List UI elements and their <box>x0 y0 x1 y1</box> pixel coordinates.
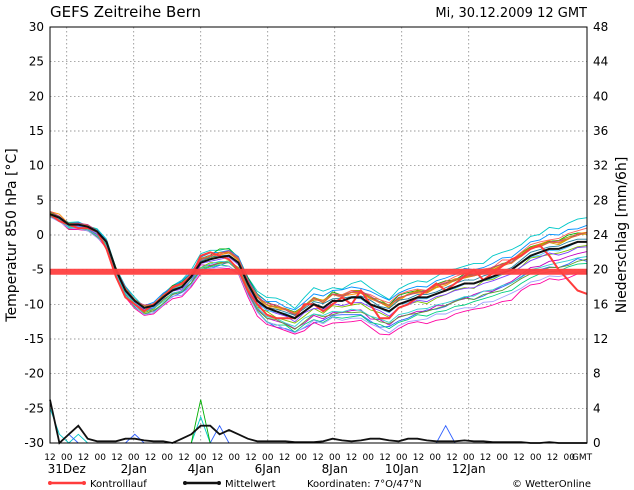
precipitation-tick-label: 28 <box>593 193 608 207</box>
precipitation-tick-label: 16 <box>593 297 608 311</box>
precipitation-tick-label: 4 <box>593 401 601 415</box>
time-tick-label: 00 <box>463 453 475 463</box>
time-tick-label: 12 <box>312 453 323 463</box>
time-tick-label: 00 <box>195 453 207 463</box>
time-tick-label: 12 <box>446 453 457 463</box>
time-tick-label: 00 <box>363 453 375 463</box>
time-tick-label: 12 <box>346 453 357 463</box>
precipitation-axis-title: Niederschlag [mm/6h] <box>614 157 630 314</box>
time-tick-label: 00 <box>497 453 509 463</box>
time-tick-label: 12 <box>413 453 424 463</box>
time-tick-label: 00 <box>229 453 241 463</box>
date-label: 6Jan <box>255 462 281 476</box>
precipitation-tick-label: 36 <box>593 124 608 138</box>
time-tick-label: 12 <box>111 453 122 463</box>
time-tick-label: 00 <box>95 453 107 463</box>
precipitation-tick-label: 0 <box>593 436 601 450</box>
mean-temperature-line <box>49 213 587 320</box>
member-temperature-line <box>49 216 587 336</box>
temperature-tick-label: 25 <box>29 55 44 69</box>
mean-lines <box>49 213 588 445</box>
time-tick-label: 12 <box>44 453 55 463</box>
temperature-tick-label: -15 <box>24 332 44 346</box>
time-tick-label: 00 <box>128 453 140 463</box>
temperature-tick-label: -30 <box>24 436 44 450</box>
time-tick-label: 00 <box>262 453 274 463</box>
time-tick-label: 12 <box>78 453 89 463</box>
time-tick-label: 00 <box>564 453 576 463</box>
temperature-tick-label: 30 <box>29 20 44 34</box>
temperature-tick-label: 0 <box>36 228 44 242</box>
legend-control-marker-right <box>82 481 86 485</box>
member-precipitation-lines <box>49 399 587 444</box>
temperature-tick-label: 15 <box>29 124 44 138</box>
time-tick-label: 00 <box>329 453 341 463</box>
time-tick-label: 12 <box>513 453 524 463</box>
legend-mean-marker-left <box>183 481 187 485</box>
coordinates-label: Koordinaten: 7°O/47°N <box>307 479 422 490</box>
precipitation-tick-label: 32 <box>593 159 608 173</box>
chart-title: GEFS Zeitreihe Bern <box>50 3 201 21</box>
member-precipitation-line <box>50 399 587 444</box>
date-label: 4Jan <box>188 462 214 476</box>
time-tick-label: 00 <box>296 453 308 463</box>
time-tick-label: 00 <box>396 453 408 463</box>
precipitation-tick-label: 20 <box>593 263 608 277</box>
member-temperature-line <box>49 215 588 330</box>
time-tick-label: 12 <box>379 453 390 463</box>
legend-mean-label: Mittelwert <box>225 479 276 490</box>
temperature-tick-label: 5 <box>36 193 44 207</box>
temperature-tick-label: 10 <box>29 159 44 173</box>
copyright-label: © WetterOnline <box>512 479 591 490</box>
date-label: 10Jan <box>385 462 419 476</box>
time-tick-label: 12 <box>212 453 223 463</box>
time-tick-label: 12 <box>178 453 189 463</box>
mean-precipitation-line <box>49 399 587 445</box>
grid <box>50 27 587 443</box>
precipitation-tick-label: 44 <box>593 55 608 69</box>
precipitation-tick-label: 12 <box>593 332 608 346</box>
time-axis-labels: 12 00 12 00 12 00 12 00 12 00 12 00 12 00 12 00 12 00 12 00… <box>44 453 592 463</box>
date-labels: 31Dez 2Jan 4Jan 6Jan 8Jan 10Jan 12Jan <box>48 462 486 476</box>
time-tick-label: 00 <box>61 453 73 463</box>
legend: Kontrolllauf Mittelwert Koordinaten: 7°O… <box>48 479 591 490</box>
temperature-axis-labels: 30 25 20 15 10 5 0 -5 -10 -15 -20 -25 -30 <box>24 20 44 450</box>
date-label: 8Jan <box>322 462 348 476</box>
date-label: 31Dez <box>48 462 86 476</box>
time-tick-label: 12 <box>547 453 558 463</box>
temperature-tick-label: 20 <box>29 89 44 103</box>
time-tick-label: 12 <box>145 453 156 463</box>
plot-frame <box>49 26 588 444</box>
time-tick-label: GMT <box>572 453 593 463</box>
date-label: 2Jan <box>121 462 147 476</box>
chart-datetime: Mi, 30.12.2009 12 GMT <box>435 6 587 21</box>
precipitation-tick-label: 48 <box>593 20 608 34</box>
time-tick-label: 00 <box>530 453 542 463</box>
precipitation-tick-label: 24 <box>593 228 608 242</box>
precipitation-tick-label: 40 <box>593 89 608 103</box>
temperature-axis-title: Temperatur 850 hPa [°C] <box>4 148 20 322</box>
date-label: 12Jan <box>452 462 486 476</box>
member-precipitation-line <box>50 424 587 444</box>
time-tick-label: 00 <box>430 453 442 463</box>
time-tick-label: 12 <box>245 453 256 463</box>
temperature-tick-label: -25 <box>24 401 44 415</box>
legend-control-marker-left <box>48 481 52 485</box>
member-temperature-line <box>49 216 588 334</box>
temperature-tick-label: -5 <box>32 263 44 277</box>
temperature-tick-label: -20 <box>24 367 44 381</box>
legend-mean-marker-right <box>217 481 221 485</box>
time-tick-label: 00 <box>162 453 174 463</box>
time-tick-label: 12 <box>480 453 491 463</box>
legend-control-label: Kontrolllauf <box>90 479 147 490</box>
precipitation-tick-label: 8 <box>593 367 601 381</box>
temperature-tick-label: -10 <box>24 297 44 311</box>
time-tick-label: 12 <box>279 453 290 463</box>
